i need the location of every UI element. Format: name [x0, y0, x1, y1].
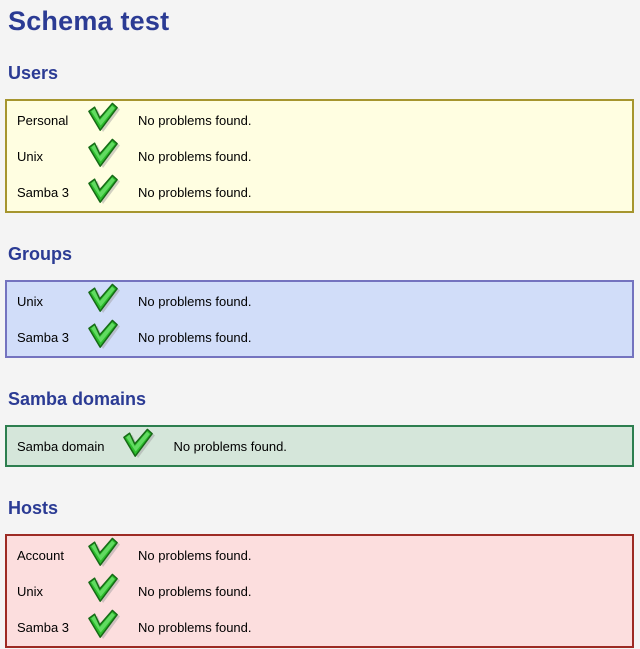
row-label: Unix [17, 148, 44, 164]
row-status: No problems found. [138, 293, 252, 309]
row-status: No problems found. [138, 329, 252, 345]
status-row: Samba 3 No problems found. [7, 609, 253, 645]
section-heading: Groups [8, 244, 73, 264]
check-ok-icon [120, 428, 157, 459]
check-ok-icon [85, 283, 122, 314]
check-ok-icon [85, 102, 122, 133]
status-row: Personal No problems found. [7, 102, 253, 138]
row-label: Account [17, 547, 64, 563]
row-label: Personal [17, 112, 69, 128]
status-row: Samba domain No problems found. [7, 428, 288, 464]
schema-test-page: Schema test Users Personal No problems f… [0, 6, 640, 648]
page-title: Schema test [8, 6, 170, 36]
check-ok-icon [85, 138, 122, 169]
sections-container: Users Personal No problems found. Unix [0, 63, 640, 648]
status-row: Unix No problems found. [7, 283, 253, 319]
check-ok-icon [85, 319, 122, 350]
check-ok-icon [85, 174, 122, 205]
status-row: Samba 3 No problems found. [7, 174, 253, 210]
row-label: Samba 3 [17, 329, 70, 345]
row-status: No problems found. [173, 438, 287, 454]
status-box: Personal No problems found. Unix [5, 99, 634, 213]
status-row: Unix No problems found. [7, 138, 253, 174]
row-label: Samba domain [17, 438, 105, 454]
section-heading: Hosts [8, 498, 59, 518]
status-row: Account No problems found. [7, 537, 253, 573]
section-groups: Groups Unix No problems found. Samba 3 [0, 244, 640, 358]
row-label: Samba 3 [17, 184, 70, 200]
section-samba-domains: Samba domains Samba domain No problems f… [0, 389, 640, 467]
status-box: Unix No problems found. Samba 3 [5, 280, 634, 358]
row-status: No problems found. [138, 112, 252, 128]
section-users: Users Personal No problems found. Unix [0, 63, 640, 213]
row-status: No problems found. [138, 619, 252, 635]
status-row: Unix No problems found. [7, 573, 253, 609]
status-box: Account No problems found. Unix [5, 534, 634, 648]
status-table: Account No problems found. Unix [7, 537, 253, 645]
status-table: Unix No problems found. Samba 3 [7, 283, 253, 355]
section-heading: Users [8, 63, 59, 83]
row-status: No problems found. [138, 547, 252, 563]
section-hosts: Hosts Account No problems found. Unix [0, 498, 640, 648]
status-table: Personal No problems found. Unix [7, 102, 253, 210]
status-table: Samba domain No problems found. [7, 428, 288, 464]
check-ok-icon [85, 537, 122, 568]
row-label: Samba 3 [17, 619, 70, 635]
section-heading: Samba domains [8, 389, 147, 409]
status-box: Samba domain No problems found. [5, 425, 634, 467]
row-status: No problems found. [138, 583, 252, 599]
row-status: No problems found. [138, 184, 252, 200]
row-status: No problems found. [138, 148, 252, 164]
check-ok-icon [85, 609, 122, 640]
row-label: Unix [17, 583, 44, 599]
status-row: Samba 3 No problems found. [7, 319, 253, 355]
row-label: Unix [17, 293, 44, 309]
check-ok-icon [85, 573, 122, 604]
